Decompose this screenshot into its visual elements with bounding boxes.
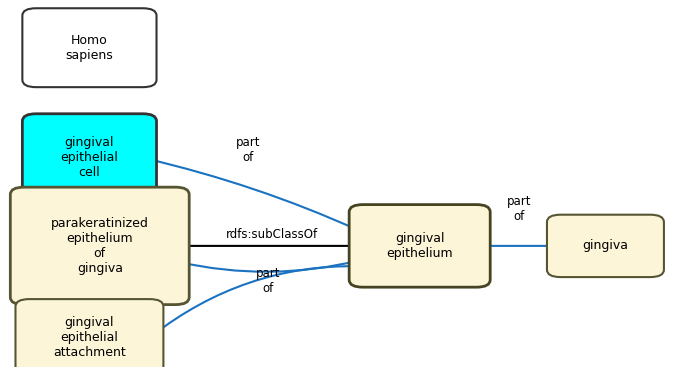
FancyBboxPatch shape (349, 205, 490, 287)
Text: part
of: part of (256, 267, 281, 295)
Text: gingival
epithelium: gingival epithelium (387, 232, 453, 260)
Text: gingiva: gingiva (583, 239, 628, 252)
FancyArrowPatch shape (145, 159, 358, 230)
FancyArrowPatch shape (178, 259, 358, 272)
Text: part
of: part of (235, 137, 260, 164)
FancyArrowPatch shape (480, 242, 556, 250)
FancyArrowPatch shape (178, 241, 358, 250)
FancyArrowPatch shape (152, 262, 358, 336)
Text: gingival
epithelial
cell: gingival epithelial cell (61, 136, 118, 179)
Text: gingival
epithelial
attachment: gingival epithelial attachment (53, 316, 126, 359)
FancyBboxPatch shape (22, 8, 157, 87)
FancyBboxPatch shape (10, 187, 189, 305)
Text: part
of: part of (507, 195, 532, 223)
Text: parakeratinized
epithelium
of
gingiva: parakeratinized epithelium of gingiva (51, 217, 149, 275)
Text: Homo
sapiens: Homo sapiens (65, 34, 114, 62)
FancyBboxPatch shape (16, 299, 164, 367)
FancyBboxPatch shape (22, 114, 157, 202)
Text: rdfs:subClassOf: rdfs:subClassOf (226, 228, 318, 241)
FancyBboxPatch shape (547, 215, 664, 277)
